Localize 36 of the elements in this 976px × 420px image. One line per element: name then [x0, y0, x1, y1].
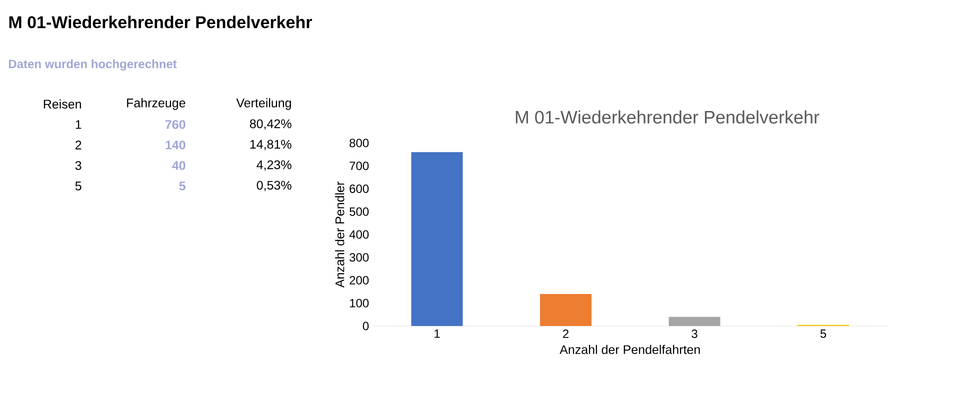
- y-tick-label: 300: [350, 253, 369, 262]
- x-tick-label: 2: [563, 330, 569, 338]
- y-tick-label: 500: [350, 207, 369, 216]
- text: 760: [165, 120, 186, 129]
- x-tick-label: 5: [820, 330, 826, 338]
- x-axis-title: Anzahl der Pendelfahrten: [560, 344, 700, 354]
- text: Reisen: [44, 99, 81, 109]
- y-tick-label: 600: [350, 184, 369, 194]
- text: 80,42%: [250, 119, 292, 130]
- y-tick-label: 800: [350, 138, 369, 148]
- x-tick-label: 1: [434, 330, 440, 338]
- text: 40: [172, 161, 186, 170]
- x-tick-label: 3: [692, 330, 698, 338]
- bar: [668, 316, 720, 326]
- chart-title: M 01-Wiederkehrender Pendelverkehr: [516, 110, 820, 124]
- text: 1: [76, 120, 82, 129]
- text: 3: [75, 161, 82, 170]
- text: 0,53%: [256, 180, 292, 192]
- text: Fahrzeuge: [127, 98, 186, 110]
- bar: [411, 152, 463, 326]
- y-tick-label: 200: [350, 276, 369, 285]
- text: 140: [166, 140, 186, 150]
- text: 14,81%: [250, 140, 292, 150]
- text: Verteilung: [236, 98, 291, 110]
- bar: [540, 294, 592, 326]
- y-tick-label: 400: [349, 230, 369, 239]
- y-tick-label: 700: [350, 162, 369, 170]
- text: 2: [75, 140, 82, 150]
- text: 5: [75, 182, 82, 190]
- y-tick-label: 100: [350, 298, 369, 308]
- y-axis-title: Anzahl der Pendler: [335, 182, 344, 288]
- y-tick-label: 0: [362, 322, 369, 330]
- text: Daten wurden hochgerechnet: [9, 59, 177, 71]
- text: M 01-Wiederkehrender Pendelverkehr: [9, 16, 312, 28]
- text: 4,23%: [256, 160, 292, 171]
- text: 5: [179, 182, 186, 190]
